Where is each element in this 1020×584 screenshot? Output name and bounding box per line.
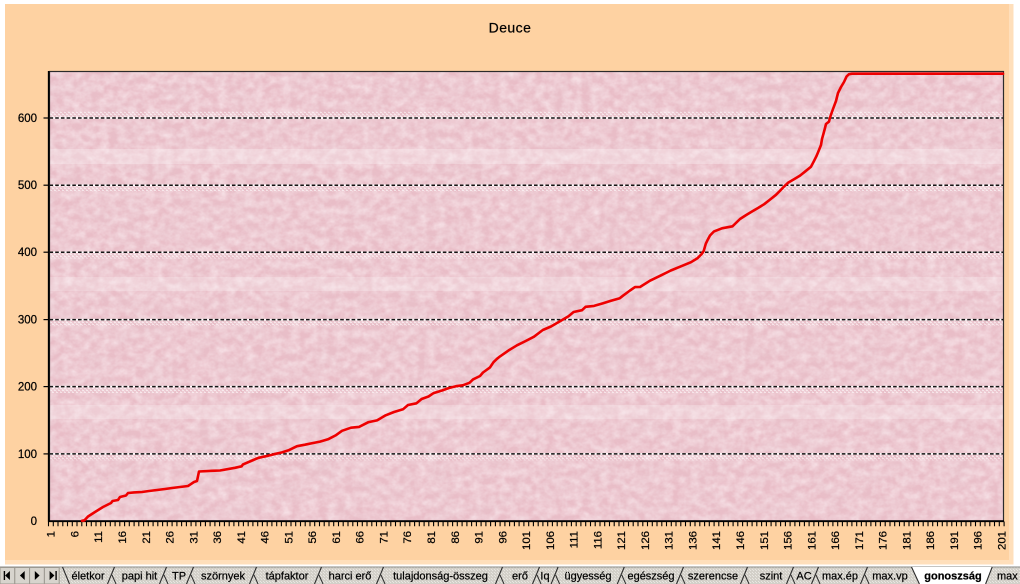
- svg-text:100: 100: [18, 449, 37, 461]
- svg-text:tulajdonság-összeg: tulajdonság-összeg: [393, 571, 488, 583]
- svg-text:21: 21: [141, 531, 153, 544]
- svg-text:56: 56: [307, 531, 319, 544]
- svg-text:91: 91: [474, 531, 486, 544]
- svg-text:erő: erő: [512, 571, 528, 583]
- svg-text:171: 171: [854, 531, 866, 550]
- svg-text:166: 166: [830, 531, 842, 550]
- svg-text:Deuce: Deuce: [489, 20, 532, 36]
- svg-text:gonoszság: gonoszság: [924, 571, 981, 583]
- svg-text:116: 116: [592, 531, 604, 549]
- svg-text:196: 196: [973, 531, 985, 550]
- svg-text:ügyesség: ügyesség: [564, 571, 611, 583]
- svg-text:26: 26: [165, 531, 177, 544]
- svg-text:156: 156: [783, 531, 795, 550]
- svg-text:96: 96: [497, 531, 509, 544]
- svg-text:TP: TP: [172, 571, 186, 583]
- svg-text:41: 41: [236, 531, 248, 544]
- svg-text:max.ép: max.ép: [822, 571, 858, 583]
- svg-text:papi hit: papi hit: [122, 571, 157, 583]
- svg-text:66: 66: [355, 531, 367, 544]
- svg-text:151: 151: [759, 531, 771, 550]
- svg-text:300: 300: [18, 315, 37, 327]
- svg-text:146: 146: [735, 531, 747, 550]
- svg-text:46: 46: [260, 531, 272, 544]
- svg-text:131: 131: [664, 531, 676, 550]
- svg-text:szerencse: szerencse: [688, 571, 738, 583]
- svg-text:16: 16: [117, 531, 129, 544]
- svg-text:71: 71: [379, 531, 391, 544]
- svg-text:egészség: egészség: [627, 571, 674, 583]
- svg-text:61: 61: [331, 531, 343, 544]
- svg-text:szörnyek: szörnyek: [201, 571, 246, 583]
- svg-text:max: max: [997, 571, 1018, 583]
- svg-text:36: 36: [212, 531, 224, 544]
- svg-text:6: 6: [69, 531, 81, 537]
- svg-text:126: 126: [640, 531, 652, 550]
- svg-text:harci erő: harci erő: [329, 571, 372, 583]
- svg-text:51: 51: [283, 531, 295, 544]
- svg-text:121: 121: [616, 531, 628, 550]
- svg-text:tápfaktor: tápfaktor: [266, 571, 309, 583]
- svg-text:AC: AC: [796, 571, 811, 583]
- svg-text:600: 600: [18, 113, 37, 125]
- svg-text:76: 76: [402, 531, 414, 544]
- svg-text:500: 500: [18, 180, 37, 192]
- svg-text:86: 86: [450, 531, 462, 544]
- svg-text:136: 136: [688, 531, 700, 550]
- svg-text:186: 186: [925, 531, 937, 550]
- svg-text:szint: szint: [760, 571, 783, 583]
- svg-text:életkor: életkor: [71, 571, 104, 583]
- svg-text:141: 141: [711, 531, 723, 550]
- svg-text:101: 101: [521, 531, 533, 550]
- svg-text:161: 161: [806, 531, 818, 550]
- svg-text:191: 191: [949, 531, 961, 550]
- svg-text:Iq: Iq: [540, 571, 549, 583]
- svg-text:0: 0: [31, 516, 37, 528]
- svg-text:176: 176: [878, 531, 890, 550]
- svg-text:11: 11: [93, 531, 105, 543]
- svg-text:31: 31: [188, 531, 200, 544]
- svg-text:400: 400: [18, 247, 37, 259]
- svg-text:200: 200: [18, 382, 37, 394]
- svg-text:106: 106: [545, 531, 557, 550]
- svg-text:111: 111: [569, 531, 581, 548]
- svg-text:81: 81: [426, 531, 438, 544]
- svg-text:1: 1: [46, 531, 58, 537]
- svg-text:181: 181: [901, 531, 913, 550]
- svg-text:201: 201: [997, 531, 1009, 550]
- svg-text:max.vp: max.vp: [872, 571, 907, 583]
